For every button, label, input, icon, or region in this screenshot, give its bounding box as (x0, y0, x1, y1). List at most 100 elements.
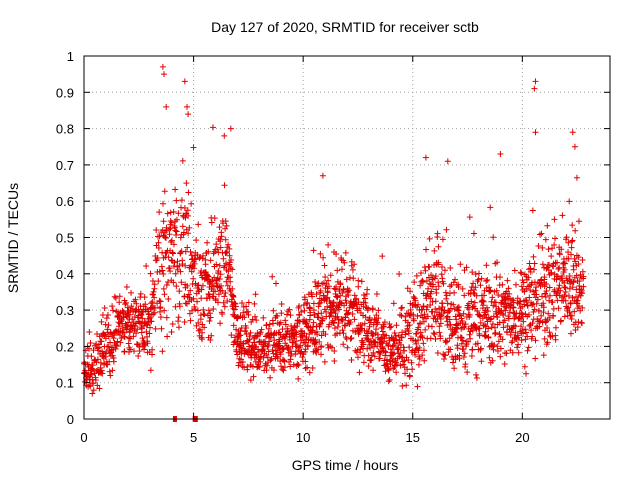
data-point (555, 285, 562, 292)
data-point (324, 303, 331, 310)
data-point (431, 331, 438, 338)
data-point (364, 345, 371, 352)
data-point (528, 279, 535, 286)
data-point (143, 322, 150, 329)
data-point (217, 236, 224, 243)
data-point (142, 301, 149, 308)
data-point (419, 314, 426, 321)
data-point (215, 299, 222, 306)
data-point (246, 333, 253, 340)
data-point (293, 343, 300, 350)
data-point (245, 299, 252, 306)
data-point (510, 304, 517, 311)
data-point (164, 210, 171, 217)
data-point (342, 249, 349, 256)
data-point (541, 335, 548, 342)
data-point (105, 343, 112, 350)
data-point (443, 226, 450, 233)
data-point (465, 306, 472, 313)
data-point (569, 294, 576, 301)
data-point (450, 279, 457, 286)
data-point (568, 312, 575, 319)
data-point (169, 320, 176, 327)
data-point (240, 309, 247, 316)
data-point (309, 293, 316, 300)
data-point (280, 345, 287, 352)
data-point (149, 278, 156, 285)
data-point (499, 281, 506, 288)
data-point (487, 204, 494, 211)
data-point (546, 261, 553, 268)
data-point (458, 334, 465, 341)
data-point (415, 324, 422, 331)
data-point (579, 268, 586, 275)
data-point (505, 315, 512, 322)
data-point (497, 345, 504, 352)
data-point (540, 304, 547, 311)
data-point (334, 313, 341, 320)
data-point (480, 302, 487, 309)
data-point (466, 214, 473, 221)
data-point (528, 327, 535, 334)
data-point (123, 284, 130, 291)
data-point (120, 314, 127, 321)
data-point (474, 308, 481, 315)
data-point (153, 227, 160, 234)
data-point (252, 351, 259, 358)
data-point (278, 301, 285, 308)
data-point (322, 274, 329, 281)
data-point (257, 353, 264, 360)
data-point (219, 311, 226, 318)
data-point (542, 236, 549, 243)
data-point (494, 314, 501, 321)
data-point (517, 298, 524, 305)
data-point (339, 327, 346, 334)
data-point (471, 299, 478, 306)
data-point (370, 367, 377, 374)
data-point (544, 222, 551, 229)
data-point (195, 327, 202, 334)
x-tick-label: 10 (296, 430, 310, 445)
data-point (452, 313, 459, 320)
data-point (386, 376, 393, 383)
data-point (454, 345, 461, 352)
data-point (161, 307, 168, 314)
data-point (438, 271, 445, 278)
data-point (347, 335, 354, 342)
data-point (420, 340, 427, 347)
data-point (440, 280, 447, 287)
data-point (436, 329, 443, 336)
grid-lines (84, 56, 610, 419)
y-tick-label: 0.9 (56, 85, 74, 100)
data-point (430, 281, 437, 288)
data-point (320, 254, 327, 261)
data-point (247, 377, 254, 384)
data-point (451, 365, 458, 372)
data-point (199, 329, 206, 336)
data-point (548, 253, 555, 260)
data-point (500, 312, 507, 319)
data-point (294, 323, 301, 330)
data-point (157, 314, 164, 321)
data-point (565, 304, 572, 311)
data-point (399, 329, 406, 336)
data-point (221, 293, 228, 300)
data-point (565, 255, 572, 262)
data-point (454, 304, 461, 311)
data-point (373, 312, 380, 319)
data-point (118, 335, 125, 342)
data-point (483, 278, 490, 285)
data-point (178, 197, 185, 204)
data-point (241, 314, 248, 321)
data-point (468, 298, 475, 305)
data-point (340, 330, 347, 337)
data-point (256, 363, 263, 370)
data-point (432, 306, 439, 313)
data-point (268, 356, 275, 363)
data-point (532, 78, 539, 85)
data-point (436, 323, 443, 330)
data-point (318, 317, 325, 324)
data-point (228, 256, 235, 263)
data-point (529, 333, 536, 340)
data-point (446, 316, 453, 323)
